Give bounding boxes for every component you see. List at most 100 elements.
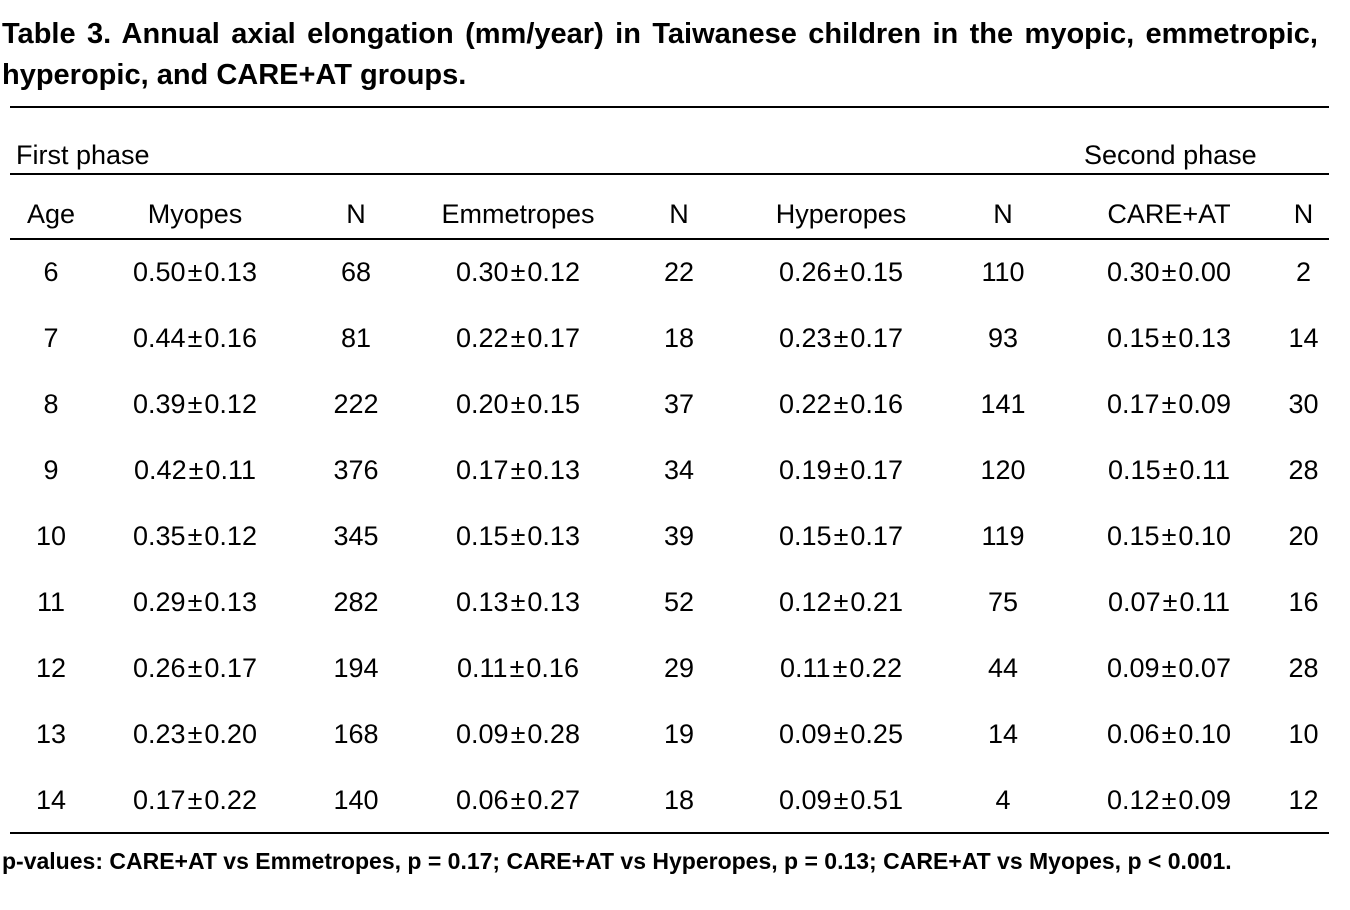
care-at-cell-sd: 0.07 bbox=[1178, 652, 1231, 683]
myopes-cell-mean: 0.44 bbox=[133, 322, 186, 353]
col-header-n-hyperopes: N bbox=[993, 198, 1013, 229]
emmetropes-cell-sd: 0.12 bbox=[527, 256, 580, 287]
n-myopes-cell: 282 bbox=[333, 586, 379, 617]
plus-minus-sign: ± bbox=[187, 718, 203, 749]
n-hyperopes-cell: 93 bbox=[987, 322, 1019, 353]
col-header-emmetropes: Emmetropes bbox=[441, 198, 595, 229]
hyperopes-cell: 0.09±0.25 bbox=[736, 701, 946, 767]
care-at-cell-sd: 0.10 bbox=[1178, 718, 1231, 749]
n-hyperopes-cell: 14 bbox=[987, 718, 1019, 749]
n-myopes-cell: 168 bbox=[333, 718, 379, 749]
hyperopes-cell-sd: 0.51 bbox=[850, 784, 903, 815]
plus-minus-sign: ± bbox=[187, 322, 203, 353]
myopes-cell-mean: 0.35 bbox=[133, 520, 186, 551]
table-row: 11 0.29±0.13 282 0.13±0.13 52 0.12±0.21 75 0.07… bbox=[10, 569, 1329, 635]
care-at-cell-mean: 0.12 bbox=[1107, 784, 1160, 815]
hyperopes-cell: 0.15±0.17 bbox=[736, 503, 946, 569]
col-header-myopes: Myopes bbox=[147, 198, 243, 229]
myopes-cell-mean: 0.42 bbox=[134, 454, 187, 485]
hyperopes-cell-sd: 0.16 bbox=[850, 388, 903, 419]
col-header-n-care-at: N bbox=[1293, 198, 1314, 229]
n-hyperopes-cell: 75 bbox=[987, 586, 1019, 617]
myopes-cell: 0.17±0.22 bbox=[92, 767, 298, 833]
emmetropes-cell-mean: 0.06 bbox=[456, 784, 509, 815]
myopes-cell-mean: 0.23 bbox=[133, 718, 186, 749]
n-emmetropes-cell: 39 bbox=[663, 520, 695, 551]
hyperopes-cell-mean: 0.09 bbox=[779, 718, 832, 749]
emmetropes-cell-mean: 0.15 bbox=[456, 520, 509, 551]
plus-minus-sign: ± bbox=[510, 256, 526, 287]
hyperopes-cell-mean: 0.26 bbox=[779, 256, 832, 287]
hyperopes-cell-mean: 0.19 bbox=[779, 454, 832, 485]
n-hyperopes-cell: 44 bbox=[987, 652, 1019, 683]
hyperopes-cell: 0.22±0.16 bbox=[736, 371, 946, 437]
plus-minus-sign: ± bbox=[187, 520, 203, 551]
plus-minus-sign: ± bbox=[833, 784, 849, 815]
care-at-cell-sd: 0.09 bbox=[1178, 388, 1231, 419]
header-rule bbox=[10, 238, 1329, 240]
n-care-at-cell: 16 bbox=[1288, 586, 1319, 617]
header-row: Age Myopes N Emmetropes N Hyperopes N CA… bbox=[10, 189, 1329, 239]
elongation-table: Age Myopes N Emmetropes N Hyperopes N CA… bbox=[10, 189, 1329, 833]
n-myopes-cell: 194 bbox=[333, 652, 379, 683]
emmetropes-cell-sd: 0.15 bbox=[527, 388, 580, 419]
emmetropes-cell: 0.09±0.28 bbox=[414, 701, 622, 767]
myopes-cell: 0.26±0.17 bbox=[92, 635, 298, 701]
n-hyperopes-cell: 110 bbox=[981, 256, 1025, 287]
hyperopes-cell: 0.09±0.51 bbox=[736, 767, 946, 833]
table-row: 13 0.23±0.20 168 0.09±0.28 19 0.09±0.25 14 0.06… bbox=[10, 701, 1329, 767]
hyperopes-cell: 0.23±0.17 bbox=[736, 305, 946, 371]
emmetropes-cell-sd: 0.13 bbox=[527, 520, 580, 551]
emmetropes-cell-mean: 0.20 bbox=[456, 388, 509, 419]
hyperopes-cell-sd: 0.22 bbox=[849, 652, 902, 683]
n-myopes-cell: 68 bbox=[340, 256, 372, 287]
top-rule bbox=[10, 106, 1329, 108]
myopes-cell: 0.39±0.12 bbox=[92, 371, 298, 437]
myopes-cell-sd: 0.13 bbox=[204, 586, 257, 617]
plus-minus-sign: ± bbox=[833, 322, 849, 353]
phase-rule bbox=[10, 173, 1329, 175]
plus-minus-sign: ± bbox=[832, 652, 848, 683]
care-at-cell: 0.30±0.00 bbox=[1060, 239, 1278, 305]
myopes-cell-mean: 0.50 bbox=[133, 256, 186, 287]
hyperopes-cell-mean: 0.23 bbox=[779, 322, 832, 353]
hyperopes-cell-mean: 0.22 bbox=[779, 388, 832, 419]
emmetropes-cell: 0.30±0.12 bbox=[414, 239, 622, 305]
table-row: 14 0.17±0.22 140 0.06±0.27 18 0.09±0.51 4 0.12±… bbox=[10, 767, 1329, 833]
plus-minus-sign: ± bbox=[187, 586, 203, 617]
hyperopes-cell-sd: 0.21 bbox=[850, 586, 903, 617]
table-row: 8 0.39±0.12 222 0.20±0.15 37 0.22±0.16 141 0.17… bbox=[10, 371, 1329, 437]
emmetropes-cell: 0.22±0.17 bbox=[414, 305, 622, 371]
plus-minus-sign: ± bbox=[1161, 784, 1177, 815]
plus-minus-sign: ± bbox=[510, 322, 526, 353]
care-at-cell-sd: 0.11 bbox=[1179, 586, 1230, 617]
care-at-cell-mean: 0.07 bbox=[1108, 586, 1161, 617]
plus-minus-sign: ± bbox=[833, 256, 849, 287]
p-values-footnote: p-values: CARE+AT vs Emmetropes, p = 0.1… bbox=[2, 848, 1232, 874]
hyperopes-cell-mean: 0.12 bbox=[779, 586, 832, 617]
n-myopes-cell: 376 bbox=[333, 454, 379, 485]
plus-minus-sign: ± bbox=[1162, 586, 1178, 617]
myopes-cell: 0.29±0.13 bbox=[92, 569, 298, 635]
plus-minus-sign: ± bbox=[1161, 718, 1177, 749]
care-at-cell-mean: 0.30 bbox=[1107, 256, 1160, 287]
plus-minus-sign: ± bbox=[510, 784, 526, 815]
hyperopes-cell-mean: 0.15 bbox=[779, 520, 832, 551]
n-care-at-cell: 30 bbox=[1288, 388, 1319, 419]
plus-minus-sign: ± bbox=[1161, 388, 1177, 419]
plus-minus-sign: ± bbox=[1161, 322, 1177, 353]
age-cell: 8 bbox=[43, 388, 59, 419]
n-myopes-cell: 81 bbox=[340, 322, 372, 353]
n-myopes-cell: 345 bbox=[333, 520, 379, 551]
emmetropes-cell: 0.15±0.13 bbox=[414, 503, 622, 569]
plus-minus-sign: ± bbox=[510, 388, 526, 419]
age-cell: 12 bbox=[35, 652, 67, 683]
care-at-cell-mean: 0.15 bbox=[1107, 520, 1160, 551]
emmetropes-cell-mean: 0.13 bbox=[456, 586, 509, 617]
plus-minus-sign: ± bbox=[833, 520, 849, 551]
table-row: 7 0.44±0.16 81 0.22±0.17 18 0.23±0.17 93 0.15±0… bbox=[10, 305, 1329, 371]
n-emmetropes-cell: 37 bbox=[663, 388, 695, 419]
hyperopes-cell: 0.11±0.22 bbox=[736, 635, 946, 701]
table-body: 6 0.50±0.13 68 0.30±0.12 22 0.26±0.15 110 0.30±… bbox=[10, 239, 1329, 833]
plus-minus-sign: ± bbox=[510, 520, 526, 551]
